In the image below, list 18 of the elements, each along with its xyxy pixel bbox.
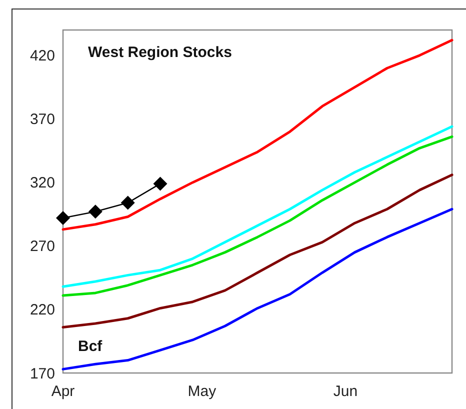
x-tick-label: Apr	[51, 383, 75, 400]
text: West Region Stocks	[88, 44, 232, 61]
line-series	[62, 174, 454, 329]
line-series	[62, 38, 454, 231]
y-tick-label: 220	[30, 302, 55, 319]
y-tick-label: 320	[30, 174, 55, 192]
x-tick-label: Jun	[333, 383, 358, 400]
point	[120, 196, 135, 210]
y-tick-label: 170	[30, 365, 55, 382]
point	[56, 211, 70, 226]
y-tick-label: 270	[30, 238, 55, 256]
line-series	[62, 208, 454, 370]
y-axis-title: Bcf	[78, 338, 104, 355]
point	[153, 176, 168, 191]
point	[88, 204, 102, 219]
x-tick-label: May	[188, 383, 217, 400]
y-tick-label: 420	[30, 48, 55, 65]
y-tick-label: 370	[30, 111, 55, 128]
